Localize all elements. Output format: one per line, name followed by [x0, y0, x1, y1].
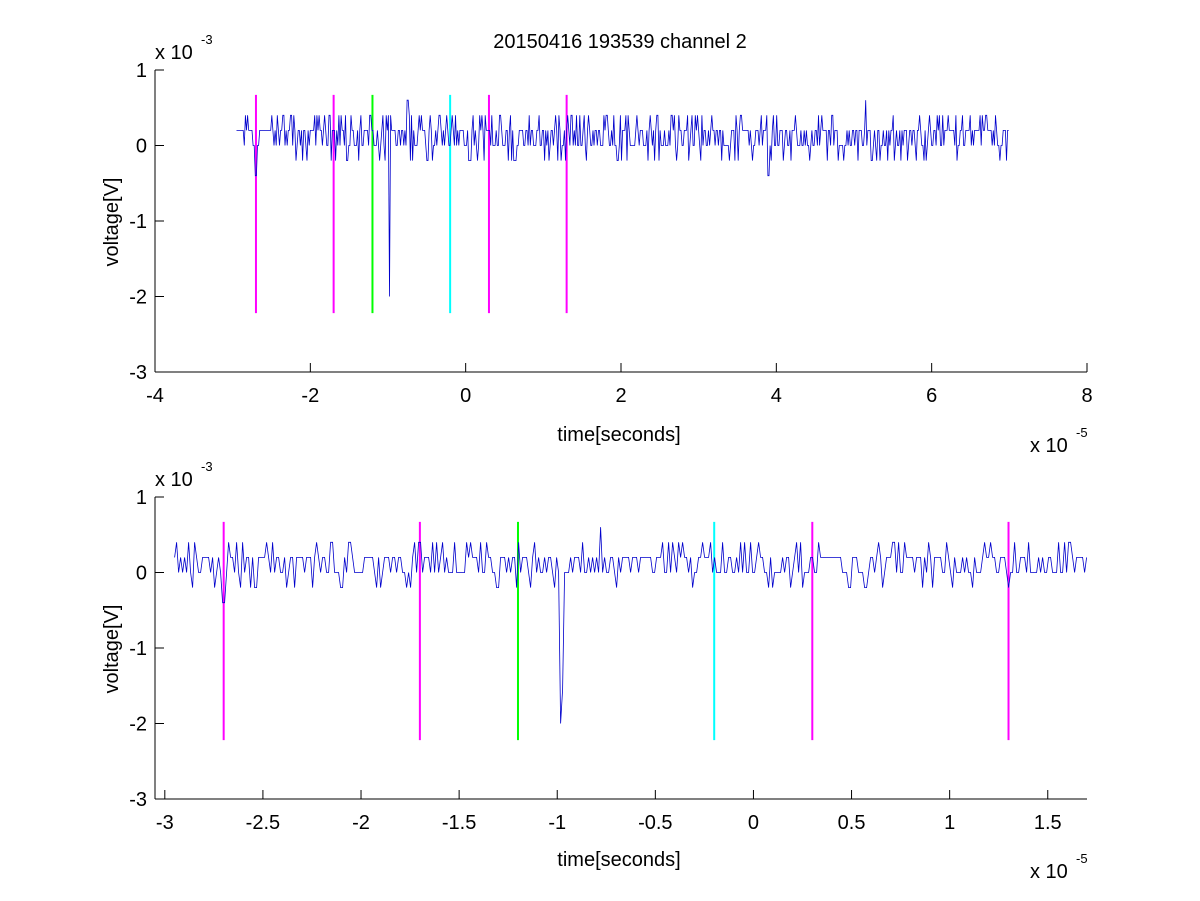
top-plot-signal	[236, 99, 1009, 297]
bottom-plot-ytick-label: -2	[129, 714, 147, 736]
bottom-plot-xtick-label: -1	[548, 812, 566, 834]
top-plot-xtick-label: 0	[460, 385, 471, 407]
bottom-plot-ytick-label: 1	[136, 487, 147, 509]
top-plot-signal-trace	[236, 99, 1009, 297]
top-plot-ticks: -4 -2 0 2 4 6 810-1-2-3	[129, 60, 1092, 407]
top-plot-xtick-label: 2	[615, 385, 626, 407]
bottom-plot-xtick-label: -2	[352, 812, 370, 834]
bottom-plot-ytick-label: 0	[136, 563, 147, 585]
bottom-plot-ytick-label: -3	[129, 789, 147, 811]
top-plot-xtick-label: 8	[1081, 385, 1092, 407]
bottom-plot-x-scale-exponent: -5	[1076, 851, 1088, 866]
bottom-plot-xlabel: time[seconds]	[557, 849, 680, 871]
top-plot-ytick-label: -1	[129, 211, 147, 233]
bottom-plot-xtick-label: 1.5	[1034, 812, 1062, 834]
bottom-plot-ylabel: voltage[V]	[101, 605, 123, 694]
top-plot-xtick-label: 4	[771, 385, 782, 407]
bottom-plot-xtick-label: -2.5	[246, 812, 280, 834]
top-plot-x-scale-exponent: -5	[1076, 425, 1088, 440]
bottom-plot-x-scale-label: x 10	[1030, 861, 1068, 883]
bottom-plot-y-scale-label: x 10	[155, 469, 193, 491]
bottom-plot-xtick-label: -0.5	[638, 812, 672, 834]
bottom-plot-signal-trace	[174, 527, 1087, 724]
bottom-plot-xtick-label: 1	[944, 812, 955, 834]
top-plot-xtick-label: -4	[146, 385, 164, 407]
top-plot-y-scale-exponent: -3	[201, 32, 213, 47]
top-plot-ytick-label: -3	[129, 362, 147, 384]
bottom-plot-ticks: -3 -2.5 -2 -1.5 -1 -0.5 0 0.5 1 1.5 1 0 -1 -2 -3	[129, 487, 1061, 834]
top-plot-xtick-label: 6	[926, 385, 937, 407]
bottom-plot: -3 -2.5 -2 -1.5 -1 -0.5 0 0.5 1 1.5 1 0 -1 -2 -3 time[…	[101, 459, 1088, 883]
top-plot-y-scale-label: x 10	[155, 42, 193, 64]
bottom-plot-markers	[222, 521, 1010, 741]
figure-title: 20150416 193539 channel 2	[493, 31, 747, 53]
top-plot-ytick-label: 0	[136, 136, 147, 158]
bottom-plot-xtick-label: 0.5	[838, 812, 866, 834]
bottom-plot-y-scale-exponent: -3	[201, 459, 213, 474]
bottom-plot-xtick-label: 0	[748, 812, 759, 834]
top-plot-xtick-label: -2	[301, 385, 319, 407]
bottom-plot-ytick-label: -1	[129, 638, 147, 660]
top-plot-x-scale-label: x 10	[1030, 435, 1068, 457]
top-plot-ylabel: voltage[V]	[101, 178, 123, 267]
bottom-plot-signal	[174, 527, 1087, 724]
bottom-plot-xtick-label: -1.5	[442, 812, 476, 834]
top-plot-xlabel: time[seconds]	[557, 424, 680, 446]
top-plot: -4 -2 0 2 4 6 810-1-2-3 time[seconds] voltage[…	[101, 32, 1093, 457]
bottom-plot-xtick-label: -3	[156, 812, 174, 834]
top-plot-ytick-label: -2	[129, 287, 147, 309]
top-plot-ytick-label: 1	[136, 60, 147, 82]
